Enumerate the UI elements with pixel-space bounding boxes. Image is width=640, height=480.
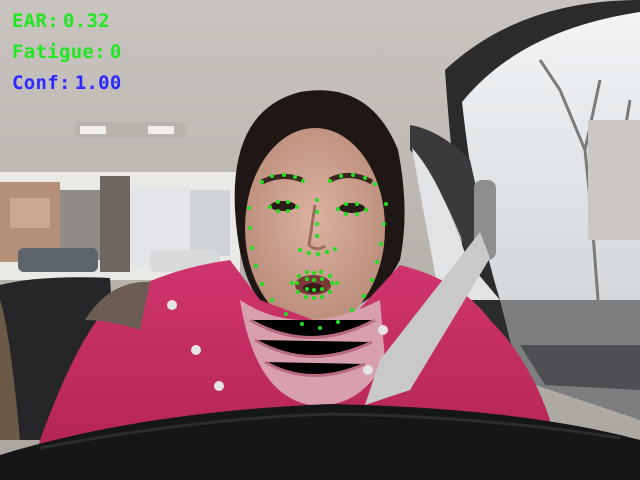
landmark-dot — [293, 175, 297, 179]
fur-hood — [85, 281, 150, 330]
landmark-dot — [328, 274, 332, 278]
landmark-dot — [351, 173, 355, 177]
landmark-dot — [339, 174, 343, 178]
landmark-dot — [379, 242, 383, 246]
landmark-dot — [336, 207, 340, 211]
landmark-dot — [284, 312, 288, 316]
landmark-dot — [295, 205, 299, 209]
fatigue-label: Fatigue: — [12, 41, 106, 63]
dome-light — [74, 122, 186, 138]
facial-landmarks — [247, 173, 388, 330]
confidence-readout: Conf: 1.00 — [12, 72, 122, 94]
ear-label: EAR: — [12, 10, 59, 32]
landmark-dot — [364, 208, 368, 212]
landmark-dot — [335, 281, 339, 285]
landmark-dot — [384, 202, 388, 206]
landmark-dot — [328, 290, 332, 294]
landmark-dot — [315, 222, 319, 226]
landmark-dot — [344, 212, 348, 216]
landmark-dot — [312, 288, 316, 292]
landmark-dot — [298, 248, 302, 252]
ear-readout: EAR: 0.32 — [12, 10, 110, 32]
landmark-dot — [315, 210, 319, 214]
rear-window — [0, 172, 240, 280]
seat-belt — [365, 232, 490, 405]
landmark-dot — [286, 209, 290, 213]
landmark-dot — [276, 209, 280, 213]
landmark-dot — [307, 251, 311, 255]
fatigue-value: 0 — [109, 41, 122, 63]
landmark-dot — [268, 205, 272, 209]
landmark-dot — [362, 294, 366, 298]
landmark-dot — [355, 202, 359, 206]
landmark-dot — [344, 202, 348, 206]
landmark-dot — [286, 200, 290, 204]
landmark-dot — [336, 320, 340, 324]
passenger-arm — [0, 300, 20, 440]
landmark-dot — [318, 326, 322, 330]
b-pillar — [410, 125, 490, 260]
landmark-dot — [270, 174, 274, 178]
landmark-dot — [305, 287, 309, 291]
landmark-dot — [325, 250, 329, 254]
landmark-dot — [382, 222, 386, 226]
landmark-dot — [316, 252, 320, 256]
landmark-dot — [320, 295, 324, 299]
landmark-dot — [312, 278, 316, 282]
landmark-dot — [305, 270, 309, 274]
landmark-dot — [315, 198, 319, 202]
landmark-dot — [315, 234, 319, 238]
landmark-dot — [248, 226, 252, 230]
landmark-dot — [301, 179, 305, 183]
landmark-dot — [375, 260, 379, 264]
landmark-dot — [328, 179, 332, 183]
landmark-dot — [276, 200, 280, 204]
landmark-dot — [254, 264, 258, 268]
landmark-dot — [319, 270, 323, 274]
landmark-dot — [305, 277, 309, 281]
landmark-dot — [295, 281, 299, 285]
landmark-dot — [320, 277, 324, 281]
landmark-dot — [300, 322, 304, 326]
landmark-dot — [370, 278, 374, 282]
steering-wheel — [0, 404, 640, 480]
landmark-dot — [330, 281, 334, 285]
landmark-dot — [312, 296, 316, 300]
landmark-dot — [282, 173, 286, 177]
landmark-dot — [355, 212, 359, 216]
landmark-dot — [333, 247, 337, 251]
confidence-label: Conf: — [12, 72, 71, 94]
landmark-dot — [260, 282, 264, 286]
landmark-dot — [247, 206, 251, 210]
landmark-dot — [350, 308, 354, 312]
landmark-dot — [363, 176, 367, 180]
landmark-dot — [320, 287, 324, 291]
landmark-dot — [304, 295, 308, 299]
middle-window — [412, 148, 500, 300]
jacket-snaps — [167, 300, 388, 391]
landmark-dot — [312, 271, 316, 275]
landmark-dot — [290, 281, 294, 285]
landmark-dot — [260, 180, 264, 184]
fatigue-readout: Fatigue: 0 — [12, 41, 122, 63]
landmark-dot — [296, 290, 300, 294]
landmark-dot — [270, 298, 274, 302]
confidence-value: 1.00 — [74, 72, 122, 94]
door-armrest — [520, 345, 640, 390]
landmark-dot — [297, 274, 301, 278]
landmark-dot — [250, 246, 254, 250]
landmark-dot — [373, 182, 377, 186]
ear-value: 0.32 — [62, 10, 110, 32]
building — [588, 120, 640, 240]
